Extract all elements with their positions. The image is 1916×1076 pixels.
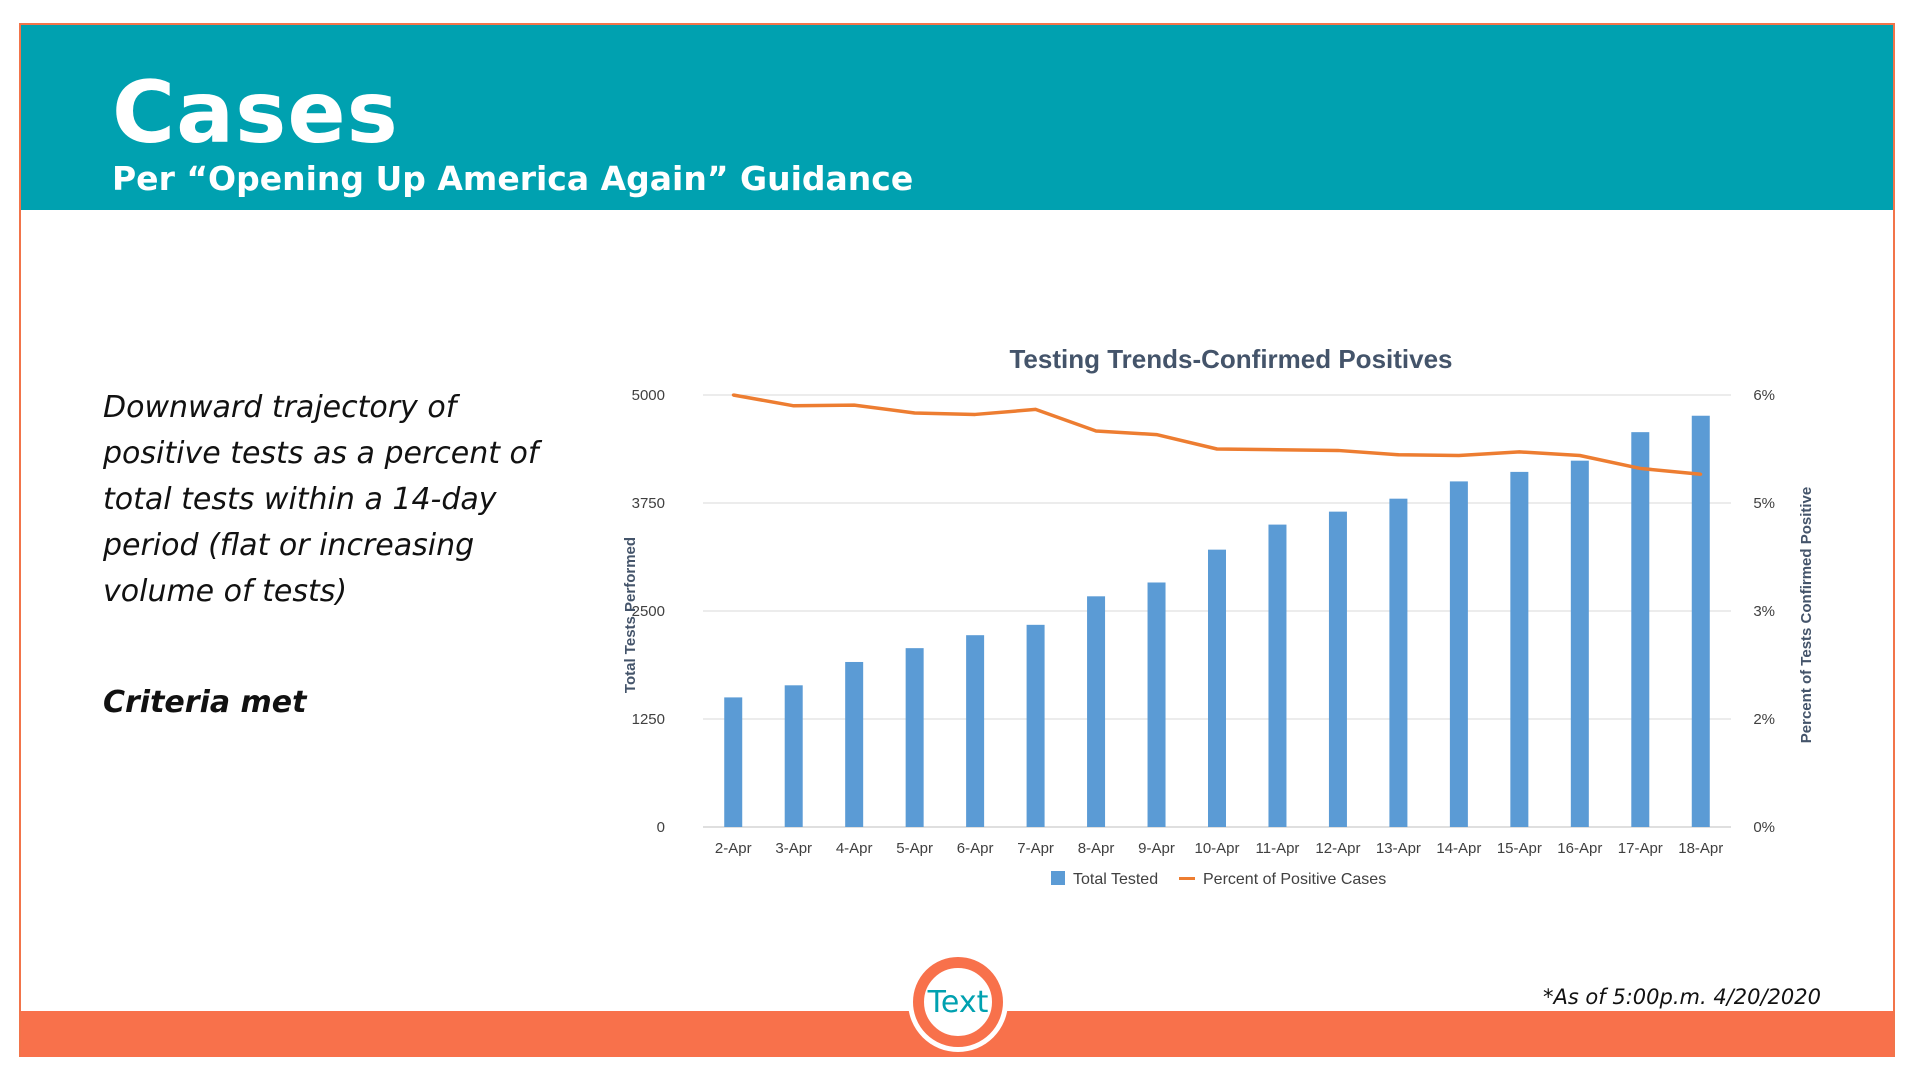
point-percent-positive <box>1457 453 1461 457</box>
x-tick-label: 17-Apr <box>1618 840 1663 857</box>
point-percent-positive <box>1578 453 1582 457</box>
bar-total-tested <box>1570 460 1589 827</box>
point-percent-positive <box>1396 453 1400 457</box>
chart-title: Testing Trends-Confirmed Positives <box>1009 344 1452 374</box>
x-tick-label: 3-Apr <box>775 840 812 857</box>
y-tick-label: 5000 <box>632 387 665 404</box>
logo-badge: Text <box>913 957 1003 1047</box>
x-tick-label: 16-Apr <box>1557 840 1602 857</box>
bar-total-tested <box>1631 432 1650 827</box>
y2-tick-label: 0% <box>1753 819 1775 836</box>
bar-total-tested <box>1268 524 1287 827</box>
y-tick-label: 2500 <box>632 603 665 620</box>
y-tick-label: 0 <box>657 819 665 836</box>
bar-total-tested <box>1208 549 1226 827</box>
criteria-text: Criteria met <box>103 685 307 720</box>
point-percent-positive <box>792 404 796 408</box>
page-subtitle: Per “Opening Up America Again” Guidance <box>112 159 914 198</box>
x-tick-label: 10-Apr <box>1194 840 1239 857</box>
point-percent-positive <box>1155 433 1159 437</box>
page-title: Cases <box>112 63 399 163</box>
y2-axis-label: Percent of Tests Confirmed Positive <box>1798 487 1815 743</box>
point-percent-positive <box>1275 448 1279 452</box>
bar-total-tested <box>966 635 985 827</box>
footnote: *As of 5:00p.m. 4/20/2020 <box>1542 985 1821 1009</box>
line-percent-positive <box>732 393 1701 476</box>
axis-labels: 0 1250 2500 3750 5000 0% 2% 3% 5% 6% 2-Apr 3-Apr 4-A… <box>632 387 1775 857</box>
bar-total-tested <box>1147 582 1166 827</box>
x-tick-label: 12-Apr <box>1315 840 1360 857</box>
x-tick-label: 5-Apr <box>896 840 933 857</box>
x-tick-label: 11-Apr <box>1256 840 1300 857</box>
bar-total-tested <box>1328 511 1347 827</box>
x-tick-label: 7-Apr <box>1017 840 1054 857</box>
y2-tick-label: 5% <box>1753 495 1775 512</box>
x-tick-label: 2-Apr <box>715 840 752 857</box>
point-percent-positive <box>1034 407 1038 411</box>
point-percent-positive <box>852 403 856 407</box>
point-percent-positive <box>1699 472 1703 476</box>
point-percent-positive <box>973 412 977 416</box>
bar-total-tested <box>845 661 864 827</box>
y-tick-label: 1250 <box>632 711 665 728</box>
point-percent-positive <box>1336 448 1340 452</box>
y2-tick-label: 6% <box>1753 387 1775 404</box>
legend-line-swatch <box>1179 877 1195 880</box>
bar-series <box>724 415 1710 827</box>
x-tick-label: 4-Apr <box>836 840 873 857</box>
description-text: Downward trajectory of positive tests as… <box>103 390 539 609</box>
bar-total-tested <box>1389 498 1408 827</box>
legend-bar-swatch <box>1051 871 1065 885</box>
y2-tick-label: 2% <box>1753 711 1775 728</box>
bar-total-tested <box>905 648 924 827</box>
point-percent-positive <box>1215 447 1219 451</box>
x-tick-label: 18-Apr <box>1678 840 1723 857</box>
point-percent-positive <box>1517 450 1521 454</box>
y2-tick-label: 3% <box>1753 603 1775 620</box>
legend-bar-label: Total Tested <box>1073 871 1158 888</box>
point-percent-positive <box>731 393 735 397</box>
point-percent-positive <box>913 411 917 415</box>
bar-total-tested <box>724 697 743 827</box>
x-tick-label: 6-Apr <box>957 840 994 857</box>
header-band: Cases Per “Opening Up America Again” Gui… <box>21 25 1893 210</box>
bar-total-tested <box>1449 481 1468 827</box>
point-percent-positive <box>1638 466 1642 470</box>
x-tick-label: 13-Apr <box>1376 840 1421 857</box>
slide: Cases Per “Opening Up America Again” Gui… <box>19 23 1895 1057</box>
x-tick-label: 14-Apr <box>1436 840 1481 857</box>
bar-total-tested <box>1087 596 1106 827</box>
legend: Total Tested Percent of Positive Cases <box>1051 871 1386 888</box>
x-tick-label: 8-Apr <box>1078 840 1115 857</box>
legend-line-label: Percent of Positive Cases <box>1203 871 1386 888</box>
x-tick-label: 15-Apr <box>1497 840 1542 857</box>
line-series <box>731 393 1703 476</box>
x-tick-label: 9-Apr <box>1138 840 1175 857</box>
bar-total-tested <box>1026 624 1045 827</box>
bar-total-tested <box>1691 415 1710 827</box>
testing-trends-chart: Testing Trends-Confirmed Positives 0 1250… <box>622 344 1815 888</box>
point-percent-positive <box>1094 429 1098 433</box>
y-tick-label: 3750 <box>632 495 665 512</box>
bar-total-tested <box>1510 471 1529 827</box>
bar-total-tested <box>784 685 803 827</box>
y-axis-label: Total Tests Performed <box>622 537 639 693</box>
